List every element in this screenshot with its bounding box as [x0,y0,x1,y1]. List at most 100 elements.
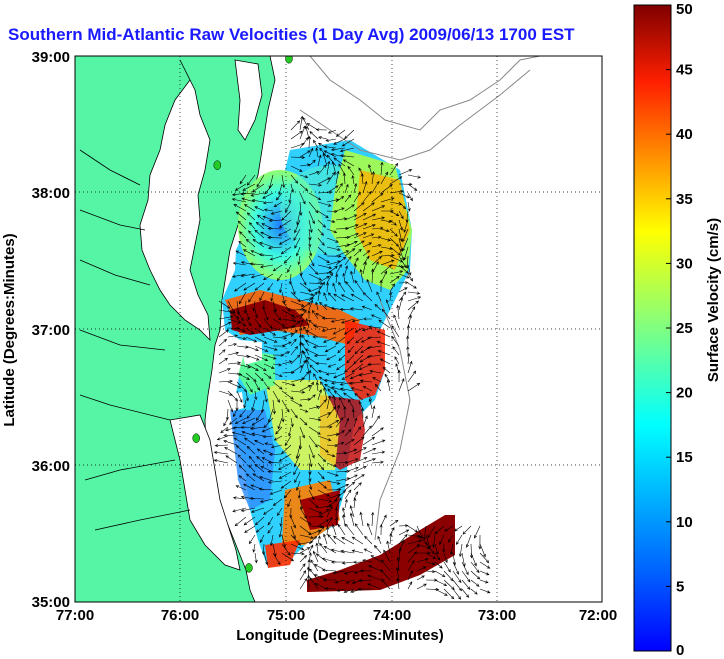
velocity-arrow [358,400,364,410]
velocity-arrow [299,291,315,296]
velocity-arrow [243,399,247,409]
velocity-arrow [335,217,348,221]
velocity-arrow [321,316,337,320]
velocity-arrow [407,353,411,365]
x-axis-label: Longitude (Degrees:Minutes) [236,627,444,644]
plot-border [74,55,603,603]
velocity-arrow [254,282,265,291]
velocity-arrow [240,192,256,196]
velocity-arrow [315,147,319,158]
velocity-arrow [254,229,265,239]
velocity-arrow [240,425,256,429]
velocity-arrow [478,534,482,550]
velocity-arrow [479,588,491,594]
velocity-arrow [245,381,253,393]
velocity-arrow [278,453,292,462]
velocity-arrow [308,381,314,392]
velocity-arrow [443,588,455,600]
velocity-arrow [294,471,301,484]
velocity-arrow [350,387,364,392]
velocity-arrow [349,505,355,518]
velocity-arrow [326,228,338,234]
y-tick-label: 35:00 [32,594,70,611]
velocity-arrow [245,238,256,248]
velocity-arrow [379,279,383,293]
velocity-arrow [254,381,260,391]
velocity-arrow [267,525,274,534]
velocity-arrow [434,552,441,561]
velocity-arrow [353,232,367,239]
velocity-arrow [299,264,303,277]
velocity-arrow [351,408,355,419]
velocity-arrow [242,183,256,191]
velocity-arrow [323,304,337,311]
velocity-arrow [340,549,355,554]
velocity-arrow [371,460,384,464]
grid-lines [75,56,602,602]
velocity-arrow [407,525,419,533]
velocity-arrow [335,484,350,491]
velocity-arrow [344,255,352,266]
velocity-arrow [392,346,400,356]
velocity-arrow [378,319,391,329]
velocity-arrow [231,273,247,278]
velocity-arrow [331,160,337,176]
velocity-arrow [333,157,346,167]
velocity-arrow [370,314,382,320]
velocity-arrow [299,192,306,205]
velocity-arrow [326,394,331,410]
velocity-arrow [326,406,336,419]
velocity-arrow [396,577,400,590]
velocity-arrow [389,210,400,217]
velocity-arrow [398,201,407,210]
velocity-arrow [223,440,238,446]
velocity-arrow [308,535,318,545]
velocity-arrow [393,314,400,329]
velocity-arrow [279,282,283,294]
velocity-arrow [479,552,490,564]
velocity-arrow [308,417,322,422]
velocity-arrow [416,575,425,581]
velocity-arrow [470,570,481,580]
velocity-arrow [317,462,325,471]
velocity-arrow [235,250,247,257]
velocity-arrow [281,381,296,387]
velocity-arrow [317,453,327,463]
velocity-arrow [407,282,417,289]
velocity-arrow [326,272,333,284]
velocity-arrow [270,291,274,302]
velocity-arrow [218,329,230,338]
velocity-arrow [363,317,373,321]
velocity-arrow [223,417,229,427]
velocity-arrow [353,482,362,491]
river-lines [79,149,191,531]
velocity-arrow [425,570,436,574]
velocity-arrow [245,354,260,361]
velocity-arrow [235,485,247,491]
velocity-arrow [233,408,238,418]
velocity-arrow [323,150,337,158]
velocity-arrow [227,351,240,356]
velocity-arrow [379,524,383,536]
velocity-arrow [364,535,373,545]
velocity-arrow [227,361,242,365]
velocity-arrow [259,476,274,482]
velocity-arrow [299,371,310,383]
velocity-arrow [302,116,310,131]
velocity-arrow [285,201,292,213]
velocity-arrow [248,464,256,473]
velocity-arrow [281,318,297,323]
velocity-arrow [272,552,281,566]
velocity-arrow [317,275,330,284]
velocity-arrow [379,358,391,365]
velocity-arrow [254,440,265,446]
velocity-arrow [434,525,445,535]
velocity-arrow [389,527,395,536]
velocity-arrow [398,228,403,242]
velocity-arrow [227,318,241,324]
velocity-arrow [251,432,265,437]
velocity-arrow [299,555,308,563]
velocity-arrow [283,255,292,264]
velocity-arrow [452,588,462,600]
